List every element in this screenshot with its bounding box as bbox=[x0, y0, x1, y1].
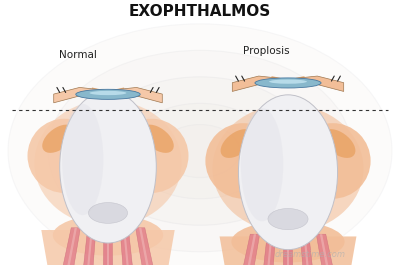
Polygon shape bbox=[258, 234, 276, 265]
Text: dreamstime.com: dreamstime.com bbox=[274, 250, 346, 259]
Polygon shape bbox=[53, 228, 80, 265]
Ellipse shape bbox=[53, 215, 163, 256]
Circle shape bbox=[128, 103, 272, 199]
Polygon shape bbox=[58, 228, 77, 265]
Polygon shape bbox=[103, 228, 113, 265]
Ellipse shape bbox=[268, 209, 308, 230]
Polygon shape bbox=[272, 76, 284, 83]
Polygon shape bbox=[78, 228, 96, 265]
Polygon shape bbox=[300, 234, 318, 265]
Polygon shape bbox=[54, 87, 104, 103]
Polygon shape bbox=[304, 234, 314, 265]
Ellipse shape bbox=[206, 123, 281, 199]
Circle shape bbox=[8, 24, 392, 265]
Ellipse shape bbox=[90, 91, 126, 95]
Ellipse shape bbox=[42, 125, 74, 153]
Ellipse shape bbox=[62, 104, 103, 215]
Ellipse shape bbox=[34, 100, 182, 226]
Polygon shape bbox=[41, 230, 175, 265]
Ellipse shape bbox=[255, 78, 321, 88]
Ellipse shape bbox=[28, 119, 101, 193]
Ellipse shape bbox=[295, 123, 370, 199]
Ellipse shape bbox=[212, 104, 364, 233]
Ellipse shape bbox=[322, 129, 355, 158]
Polygon shape bbox=[320, 234, 339, 265]
Polygon shape bbox=[316, 234, 344, 265]
Circle shape bbox=[160, 125, 240, 178]
Polygon shape bbox=[292, 76, 304, 83]
Polygon shape bbox=[139, 228, 158, 265]
Ellipse shape bbox=[231, 221, 345, 263]
Ellipse shape bbox=[142, 125, 174, 153]
Ellipse shape bbox=[76, 89, 140, 99]
Circle shape bbox=[48, 50, 352, 252]
Polygon shape bbox=[123, 228, 133, 265]
Polygon shape bbox=[287, 234, 289, 265]
Polygon shape bbox=[232, 234, 260, 265]
Text: Proplosis: Proplosis bbox=[243, 46, 289, 56]
Polygon shape bbox=[112, 87, 124, 95]
Polygon shape bbox=[83, 228, 93, 265]
Ellipse shape bbox=[60, 91, 156, 243]
Ellipse shape bbox=[238, 95, 338, 250]
Polygon shape bbox=[120, 228, 138, 265]
Ellipse shape bbox=[241, 108, 283, 221]
Ellipse shape bbox=[269, 80, 307, 84]
Polygon shape bbox=[92, 87, 104, 95]
Polygon shape bbox=[292, 76, 344, 91]
Polygon shape bbox=[136, 228, 163, 265]
Circle shape bbox=[88, 77, 312, 225]
Text: EXOPHTHALMOS: EXOPHTHALMOS bbox=[129, 5, 271, 19]
Polygon shape bbox=[262, 234, 272, 265]
Polygon shape bbox=[220, 236, 356, 265]
Text: Normal: Normal bbox=[59, 50, 97, 60]
Polygon shape bbox=[112, 87, 162, 103]
Ellipse shape bbox=[115, 119, 188, 193]
Ellipse shape bbox=[88, 202, 128, 223]
Polygon shape bbox=[232, 76, 284, 91]
Polygon shape bbox=[107, 228, 109, 265]
Polygon shape bbox=[283, 234, 293, 265]
Ellipse shape bbox=[221, 129, 254, 158]
Polygon shape bbox=[237, 234, 256, 265]
